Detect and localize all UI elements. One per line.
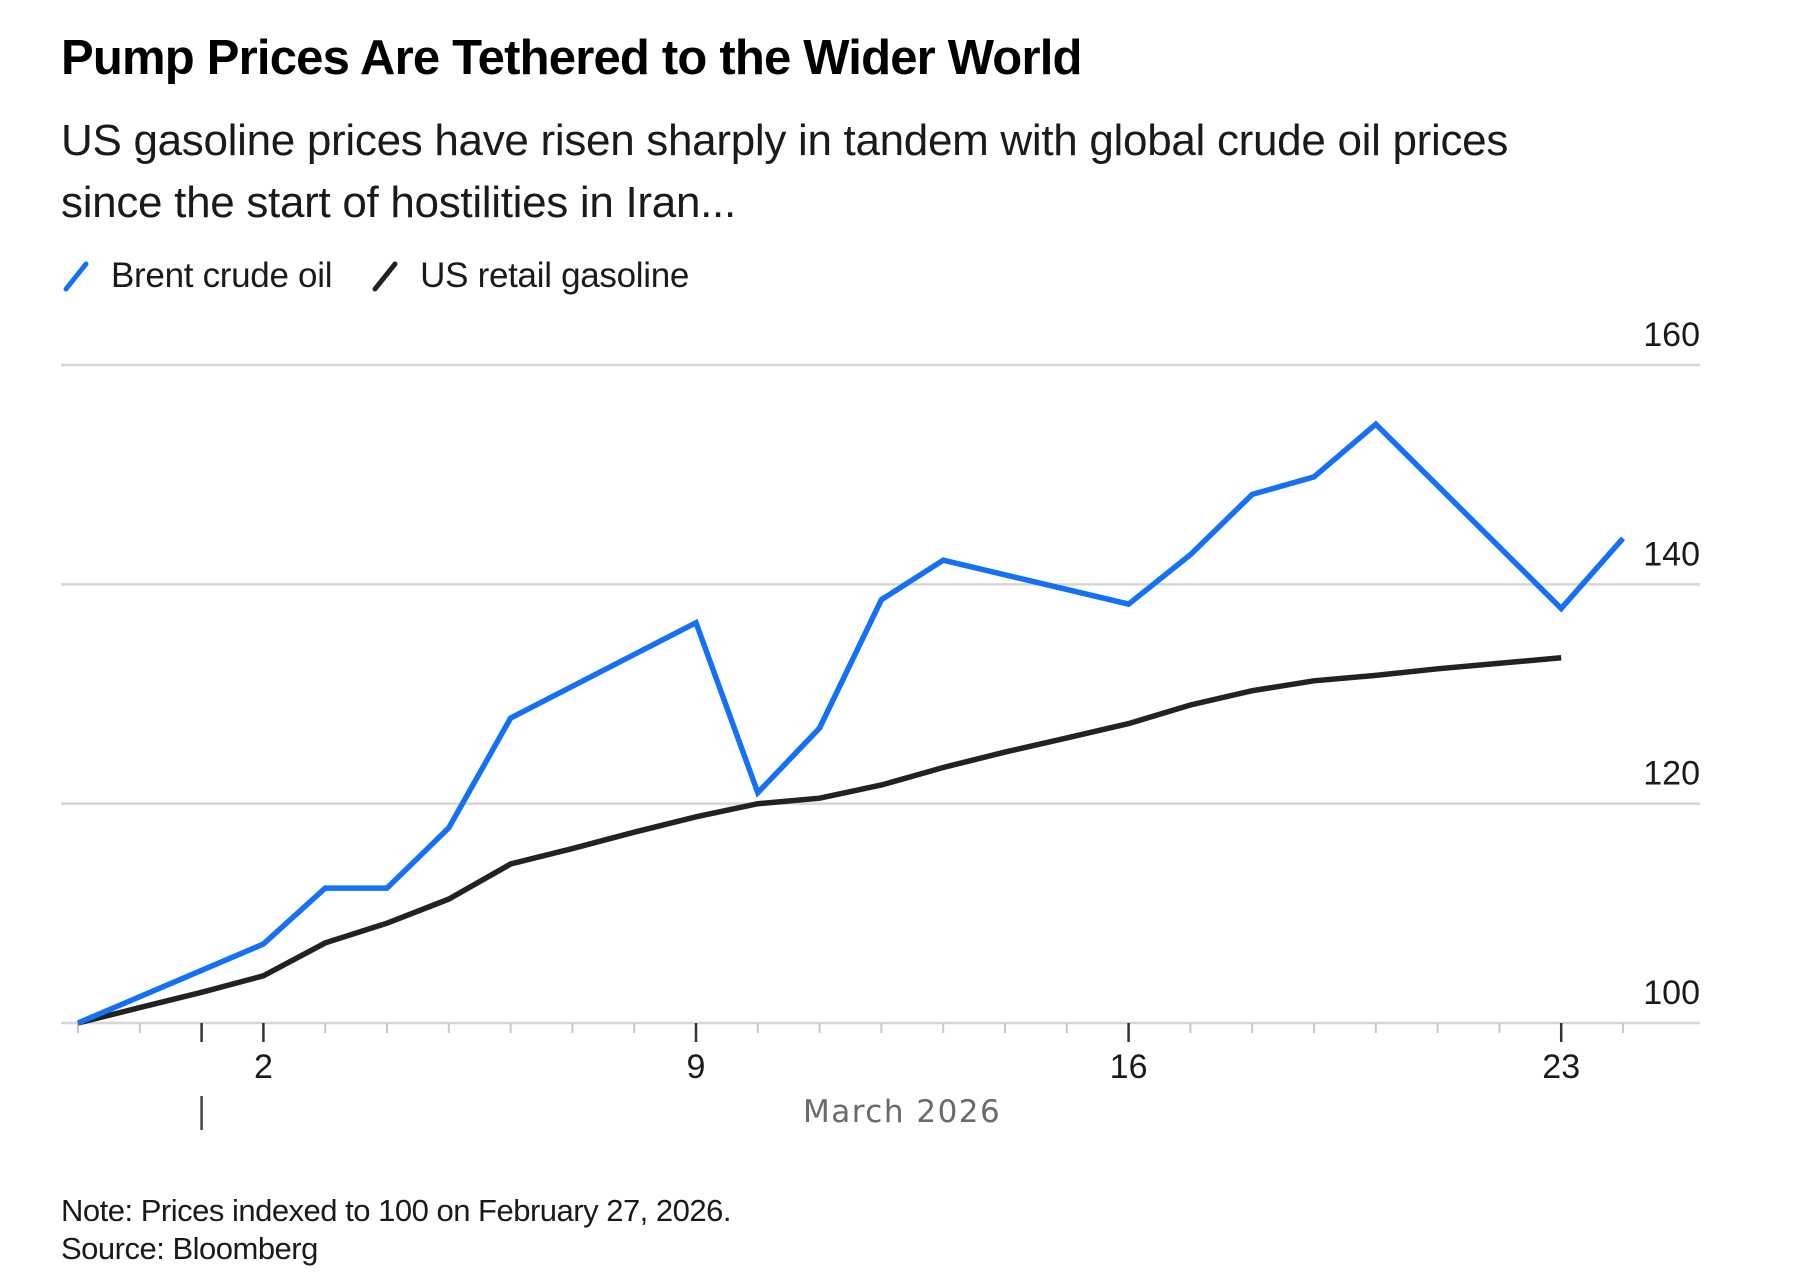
us-gasoline-line — [77, 655, 1562, 1026]
series-lines — [76, 420, 1626, 1026]
x-axis: 2 9 16 23 March 2026 — [77, 1023, 1624, 1130]
x-tick-label: 16 — [1110, 1048, 1148, 1086]
x-axis-month-label: March 2026 — [803, 1094, 1001, 1130]
slash-line-icon — [372, 261, 398, 292]
gridlines — [61, 363, 1700, 1025]
source-note: Source: Bloomberg — [61, 1231, 318, 1266]
chart-title: Pump Prices Are Tethered to the Wider Wo… — [61, 31, 1082, 85]
chart-subtitle: US gasoline prices have risen sharply in… — [61, 116, 1509, 227]
brent-crude-line — [76, 420, 1626, 1026]
x-tick-label: 9 — [687, 1048, 706, 1086]
footnote: Note: Prices indexed to 100 on February … — [61, 1193, 732, 1228]
x-tick-label: 2 — [254, 1048, 273, 1086]
y-axis-ticks: 100 120 140 160 — [1643, 316, 1700, 1012]
x-tick-label: 23 — [1542, 1048, 1580, 1086]
legend-label-brent: Brent crude oil — [111, 256, 333, 295]
y-tick-label: 100 — [1643, 974, 1700, 1012]
y-tick-label: 140 — [1643, 535, 1700, 573]
legend-swatch-gasoline — [372, 261, 398, 292]
slash-line-icon — [63, 261, 89, 292]
footer: Note: Prices indexed to 100 on February … — [61, 1192, 732, 1268]
legend-item-brent: Brent crude oil — [61, 256, 332, 296]
y-tick-label: 120 — [1643, 755, 1700, 793]
legend-item-gasoline: US retail gasoline — [370, 256, 689, 296]
legend-label-gasoline: US retail gasoline — [420, 256, 690, 295]
y-tick-label: 160 — [1643, 316, 1700, 354]
legend-swatch-brent — [63, 261, 89, 292]
legend: Brent crude oil US retail gasoline — [61, 251, 727, 301]
